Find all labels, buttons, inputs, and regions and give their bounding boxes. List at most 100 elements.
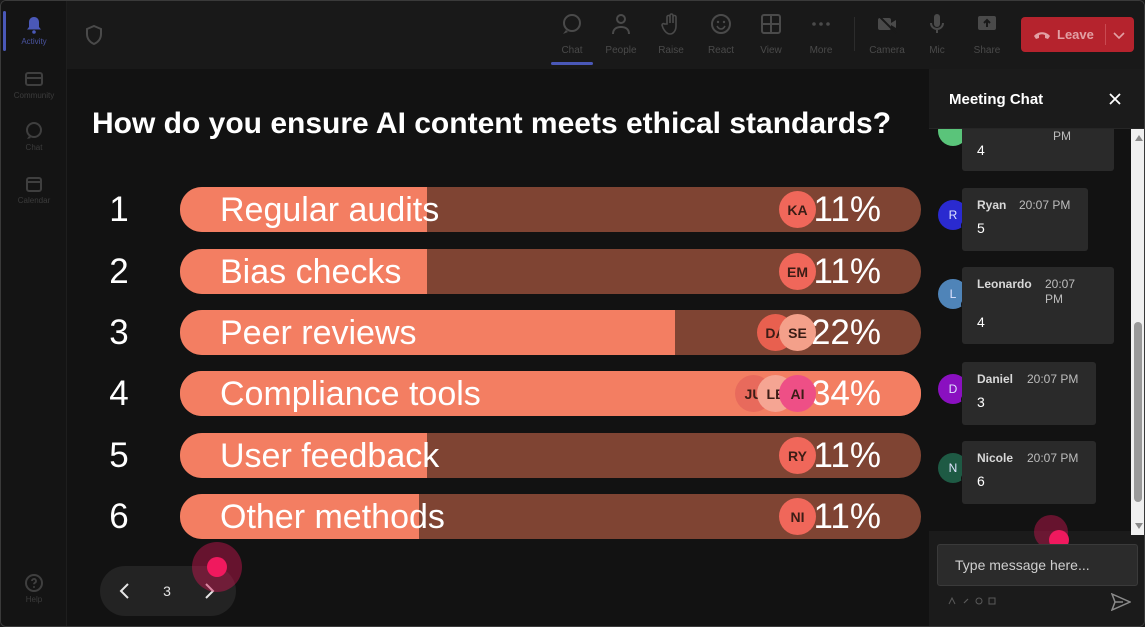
- result-bar-fill: [180, 187, 427, 232]
- toolbar-chat-button[interactable]: Chat: [547, 11, 597, 65]
- toolbar-label: Mic: [929, 45, 945, 56]
- result-bar: Bias checks EM 11%: [180, 249, 921, 294]
- camera-icon: [877, 14, 897, 34]
- result-bar: Regular audits KA 11%: [180, 187, 921, 232]
- message-bubble: Leonardo 20:07 PM 4: [962, 267, 1114, 344]
- meeting-toolbar: Chat People Raise React View More Camera: [67, 1, 1144, 69]
- leave-divider: [1105, 24, 1106, 45]
- gif-icon[interactable]: [988, 597, 996, 605]
- result-bar: Peer reviews DA SE 22%: [180, 310, 921, 355]
- page-number: 3: [163, 583, 171, 599]
- option-label: Peer reviews: [220, 314, 417, 352]
- chat-message: D Daniel 20:07 PM 3: [929, 362, 1129, 426]
- raise-hand-icon: [661, 13, 677, 35]
- chat-message: N Nicole 20:07 PM 6: [929, 441, 1129, 505]
- chat-message: PM 4: [929, 129, 1129, 173]
- poll-results-area: How do you ensure AI content meets ethic…: [67, 69, 929, 626]
- message-bubble: Nicole 20:07 PM 6: [962, 441, 1096, 504]
- result-bar: Other methods NI 11%: [180, 494, 921, 539]
- community-icon: [25, 72, 43, 86]
- rail-item-help[interactable]: Help: [1, 563, 67, 613]
- toolbar-react-button[interactable]: React: [696, 11, 746, 61]
- toolbar-label: React: [707, 45, 735, 56]
- chat-icon: [26, 122, 42, 139]
- chevron-down-icon[interactable]: [1112, 28, 1126, 42]
- message-time: PM: [1053, 129, 1071, 143]
- message-time: 20:07 PM: [1027, 372, 1079, 386]
- message-time: 20:07: [1045, 277, 1076, 291]
- toolbar-divider: [854, 17, 855, 51]
- view-grid-icon: [761, 14, 781, 34]
- voter-avatar: KA: [779, 191, 816, 228]
- option-number: 5: [109, 436, 129, 475]
- option-number: 3: [109, 313, 129, 352]
- message-time: PM: [1045, 292, 1063, 306]
- close-icon[interactable]: [1107, 91, 1123, 107]
- people-icon: [612, 14, 630, 35]
- toolbar-view-button[interactable]: View: [746, 11, 796, 61]
- toolbar-raise-button[interactable]: Raise: [646, 11, 696, 61]
- react-icon: [711, 14, 731, 34]
- rail-item-chat[interactable]: Chat: [1, 111, 67, 161]
- toolbar-camera-button[interactable]: Camera: [862, 11, 912, 61]
- option-label: Bias checks: [220, 253, 402, 291]
- chevron-right-icon[interactable]: [198, 580, 220, 602]
- leave-button[interactable]: Leave: [1021, 17, 1134, 52]
- poll-option-row: 1 Regular audits KA 11%: [67, 187, 929, 232]
- option-label: User feedback: [220, 437, 440, 475]
- avatar: [938, 129, 968, 146]
- toolbar-label: View: [760, 45, 782, 56]
- scroll-up-arrow[interactable]: [1135, 135, 1143, 141]
- shield-icon: [86, 25, 102, 45]
- poll-question: How do you ensure AI content meets ethic…: [92, 107, 892, 140]
- format-icon[interactable]: [948, 597, 956, 605]
- mic-icon: [930, 14, 944, 33]
- rail-item-calendar[interactable]: Calendar: [1, 164, 67, 214]
- result-bar: Compliance tools JU LE AI 34%: [180, 371, 921, 416]
- voter-avatar: EM: [779, 253, 816, 290]
- option-percent: 11%: [813, 252, 881, 291]
- option-percent: 34%: [810, 374, 881, 413]
- message-text: 6: [977, 473, 985, 489]
- meeting-chat-panel: Meeting Chat PM 4 R Ryan 20:07 PM 5: [929, 69, 1144, 626]
- toolbar-mic-button[interactable]: Mic: [912, 11, 962, 61]
- voter-avatar: SE: [779, 314, 816, 351]
- toolbar-more-button[interactable]: More: [796, 11, 846, 61]
- option-percent: 11%: [813, 190, 881, 229]
- option-label: Other methods: [220, 498, 445, 536]
- message-author: Daniel: [977, 372, 1014, 386]
- rail-label: Activity: [21, 37, 47, 46]
- calendar-icon: [26, 177, 42, 192]
- rail-item-activity[interactable]: Activity: [1, 5, 67, 55]
- rail-label: Chat: [25, 143, 43, 152]
- scroll-down-arrow[interactable]: [1135, 523, 1143, 529]
- chevron-left-icon[interactable]: [114, 580, 136, 602]
- toolbar-people-button[interactable]: People: [596, 11, 646, 61]
- chat-message-list: PM 4 R Ryan 20:07 PM 5 L Leonardo: [929, 129, 1131, 531]
- option-number: 1: [109, 190, 129, 229]
- emoji-icon[interactable]: [975, 597, 983, 605]
- scroll-thumb[interactable]: [1134, 322, 1142, 502]
- leave-label: Leave: [1057, 27, 1094, 42]
- chat-message-input[interactable]: [937, 544, 1138, 586]
- poll-option-row: 6 Other methods NI 11%: [67, 494, 929, 539]
- help-icon: [25, 574, 43, 592]
- option-number: 6: [109, 497, 129, 536]
- toolbar-label: Raise: [658, 45, 684, 56]
- phone-hangup-icon: [1034, 31, 1050, 39]
- attach-icon[interactable]: [962, 597, 970, 605]
- chat-message: R Ryan 20:07 PM 5: [929, 188, 1129, 252]
- rail-item-community[interactable]: Community: [1, 59, 67, 109]
- result-bar: User feedback RY 11%: [180, 433, 921, 478]
- toolbar-share-button[interactable]: Share: [962, 11, 1012, 61]
- result-bar-fill: [180, 249, 427, 294]
- voter-avatar: RY: [779, 437, 816, 474]
- send-icon[interactable]: [1111, 593, 1131, 611]
- chat-scrollbar[interactable]: [1131, 129, 1144, 535]
- message-time: 20:07 PM: [1019, 198, 1071, 212]
- option-number: 4: [109, 374, 129, 413]
- rail-label: Calendar: [17, 196, 51, 205]
- option-label: Compliance tools: [220, 375, 481, 413]
- message-text: 3: [977, 394, 985, 410]
